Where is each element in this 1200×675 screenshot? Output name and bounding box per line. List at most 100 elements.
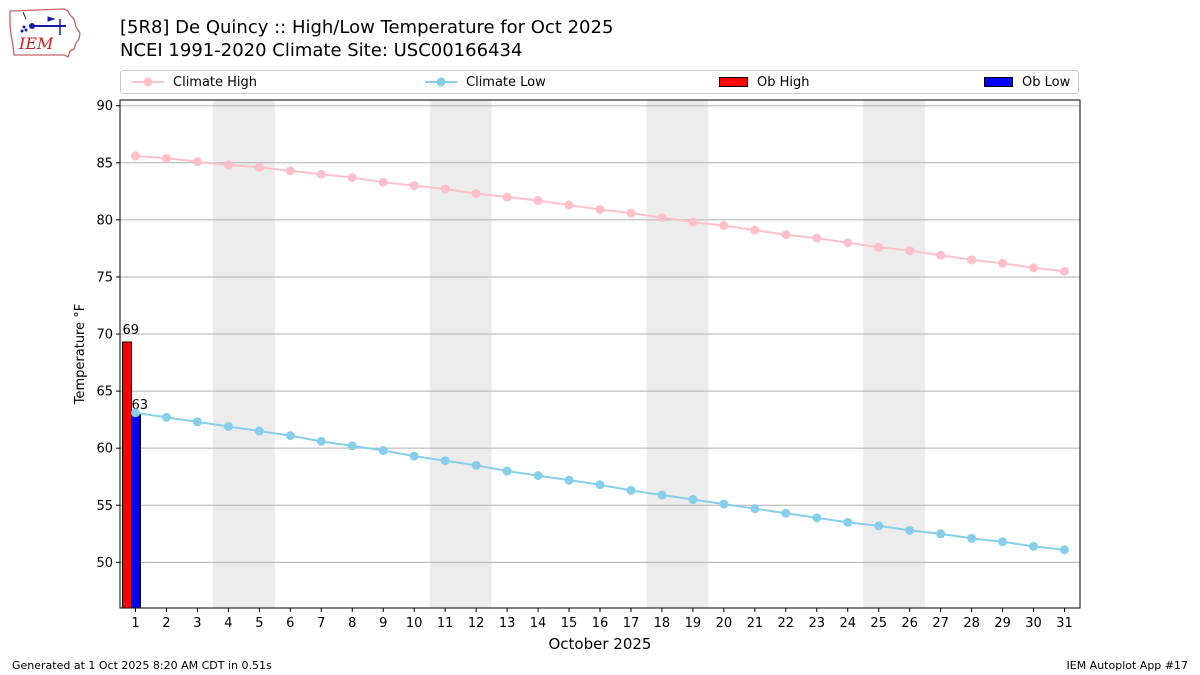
logo-text: IEM: [18, 34, 54, 53]
climate-high-point: [781, 230, 791, 240]
climate-low-point: [874, 521, 884, 531]
climate-high-point: [626, 208, 636, 218]
x-tick-label: 6: [286, 616, 294, 631]
weather-station-icon: [20, 11, 66, 35]
climate-low-point: [998, 537, 1008, 547]
climate-high-point: [905, 246, 915, 256]
legend-label: Climate High: [173, 74, 258, 90]
climate-low-point: [502, 466, 512, 476]
climate-high-point: [936, 250, 946, 260]
x-tick-label: 27: [932, 616, 949, 631]
x-tick-label: 5: [255, 616, 263, 631]
climate-high-point: [440, 184, 450, 194]
climate-high-point: [967, 255, 977, 265]
ob-high-label: 69: [122, 323, 139, 338]
climate-high-point: [130, 151, 140, 161]
x-tick-label: 8: [348, 616, 356, 631]
climate-low-point: [564, 475, 574, 485]
legend-item-ob-high: Ob High: [719, 71, 810, 93]
x-tick-label: 2: [162, 616, 170, 631]
weekend-shade: [212, 100, 275, 608]
climate-high-point: [657, 213, 667, 223]
climate-low-point: [657, 490, 667, 500]
climate-low-point: [750, 504, 760, 514]
climate-low-point: [719, 499, 729, 509]
y-tick-label: 55: [96, 499, 113, 514]
climate-low-point: [843, 517, 853, 527]
ob-low-bar: [130, 413, 141, 609]
ob-high-bar-icon: [719, 77, 748, 87]
x-tick-label: 13: [499, 616, 516, 631]
climate-low-point: [130, 408, 140, 418]
iem-logo: IEM: [9, 8, 81, 58]
climate-high-point: [874, 242, 884, 252]
x-tick-label: 26: [901, 616, 918, 631]
climate-high-point: [347, 173, 357, 183]
climate-low-point: [471, 460, 481, 470]
x-tick-label: 3: [193, 616, 201, 631]
climate-high-point: [719, 221, 729, 231]
iowa-outline-icon: [9, 8, 81, 58]
x-tick-label: 10: [406, 616, 423, 631]
climate-low-point: [688, 495, 698, 505]
x-tick-label: 28: [963, 616, 980, 631]
climate-low-point: [440, 456, 450, 466]
y-tick-label: 85: [96, 156, 113, 171]
climate-high-point: [750, 225, 760, 235]
climate-low-point: [254, 426, 264, 436]
x-tick-label: 30: [1025, 616, 1042, 631]
climate-high-point: [285, 166, 295, 176]
climate-high-point: [595, 205, 605, 215]
y-tick-label: 75: [96, 270, 113, 285]
climate-high-point: [533, 195, 543, 205]
climate-high-point: [688, 217, 698, 227]
legend-label: Climate Low: [466, 74, 546, 90]
y-tick-label: 50: [96, 556, 113, 571]
climate-high-point: [564, 200, 574, 210]
climate-high-point: [161, 153, 171, 163]
climate-low-point: [812, 513, 822, 523]
x-tick-label: 17: [623, 616, 640, 631]
climate-high-point: [502, 192, 512, 202]
climate-high-point: [192, 157, 202, 167]
climate-low-point: [905, 525, 915, 535]
x-tick-label: 21: [747, 616, 764, 631]
legend: Climate High Climate Low Ob High Ob Low: [120, 70, 1079, 94]
weekend-shade: [646, 100, 709, 608]
climate-high-point: [223, 160, 233, 170]
climate-low-point: [223, 421, 233, 431]
climate-low-point: [316, 436, 326, 446]
chart-title: [5R8] De Quincy :: High/Low Temperature …: [120, 17, 614, 38]
climate-low-point: [595, 480, 605, 490]
climate-low-point: [967, 533, 977, 543]
x-tick-label: 22: [778, 616, 795, 631]
legend-item-ob-low: Ob Low: [984, 71, 1070, 93]
climate-high-point: [1060, 266, 1070, 276]
climate-low-point: [192, 417, 202, 427]
climate-high-point: [998, 258, 1008, 268]
climate-low-point: [161, 412, 171, 422]
x-tick-label: 9: [379, 616, 387, 631]
x-tick-label: 19: [685, 616, 702, 631]
x-tick-label: 29: [994, 616, 1011, 631]
app-credit: IEM Autoplot App #17: [1066, 659, 1189, 672]
x-tick-label: 1: [131, 616, 139, 631]
y-tick-label: 70: [96, 328, 113, 343]
climate-high-point: [1029, 263, 1039, 273]
x-tick-label: 20: [716, 616, 733, 631]
x-tick-label: 23: [809, 616, 826, 631]
climate-high-point: [843, 238, 853, 248]
ob-high-bar: [121, 341, 132, 609]
x-tick-label: 24: [839, 616, 856, 631]
climate-high-point: [254, 162, 264, 172]
climate-high-point: [316, 169, 326, 179]
chart-subtitle: NCEI 1991-2020 Climate Site: USC00166434: [120, 40, 523, 61]
x-tick-label: 14: [530, 616, 547, 631]
climate-low-point: [626, 485, 636, 495]
y-tick-label: 60: [96, 442, 113, 457]
x-axis-label: October 2025: [549, 635, 652, 653]
climate-low-point: [409, 451, 419, 461]
climate-low-point: [936, 529, 946, 539]
climate-low-point: [781, 508, 791, 518]
climate-low-line-icon: [425, 77, 457, 87]
